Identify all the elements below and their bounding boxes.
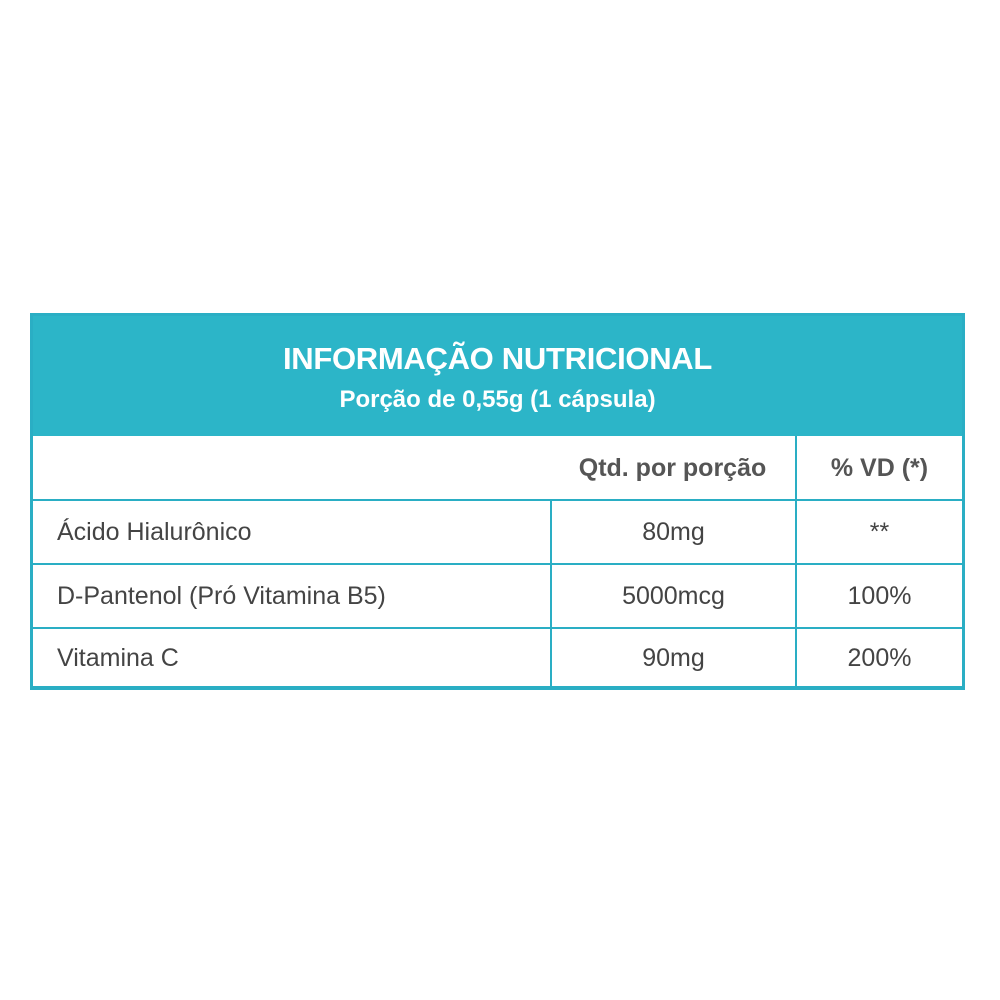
- divider: [795, 436, 797, 686]
- divider: [33, 499, 962, 501]
- nutrient-qty: 80mg: [642, 517, 705, 546]
- nutrient-qty: 90mg: [642, 643, 705, 672]
- divider: [33, 627, 962, 629]
- nutrient-vd: **: [869, 517, 890, 546]
- nutrition-table: INFORMAÇÃO NUTRICIONAL Porção de 0,55g (…: [30, 313, 965, 690]
- divider: [33, 563, 962, 565]
- divider: [550, 499, 552, 686]
- column-header-qty: Qtd. por porção: [578, 453, 767, 482]
- table-title: INFORMAÇÃO NUTRICIONAL: [282, 341, 713, 376]
- nutrient-vd: 200%: [847, 643, 912, 672]
- nutrient-name: Ácido Hialurônico: [57, 517, 252, 546]
- nutrient-vd: 100%: [847, 581, 912, 610]
- serving-size: Porção de 0,55g (1 cápsula): [339, 386, 656, 413]
- column-header-vd: % VD (*): [830, 453, 929, 482]
- nutrient-name: Vitamina C: [57, 643, 179, 672]
- table-header: INFORMAÇÃO NUTRICIONAL Porção de 0,55g (…: [33, 316, 962, 436]
- nutrient-name: D-Pantenol (Pró Vitamina B5): [57, 581, 386, 610]
- nutrient-qty: 5000mcg: [622, 581, 725, 610]
